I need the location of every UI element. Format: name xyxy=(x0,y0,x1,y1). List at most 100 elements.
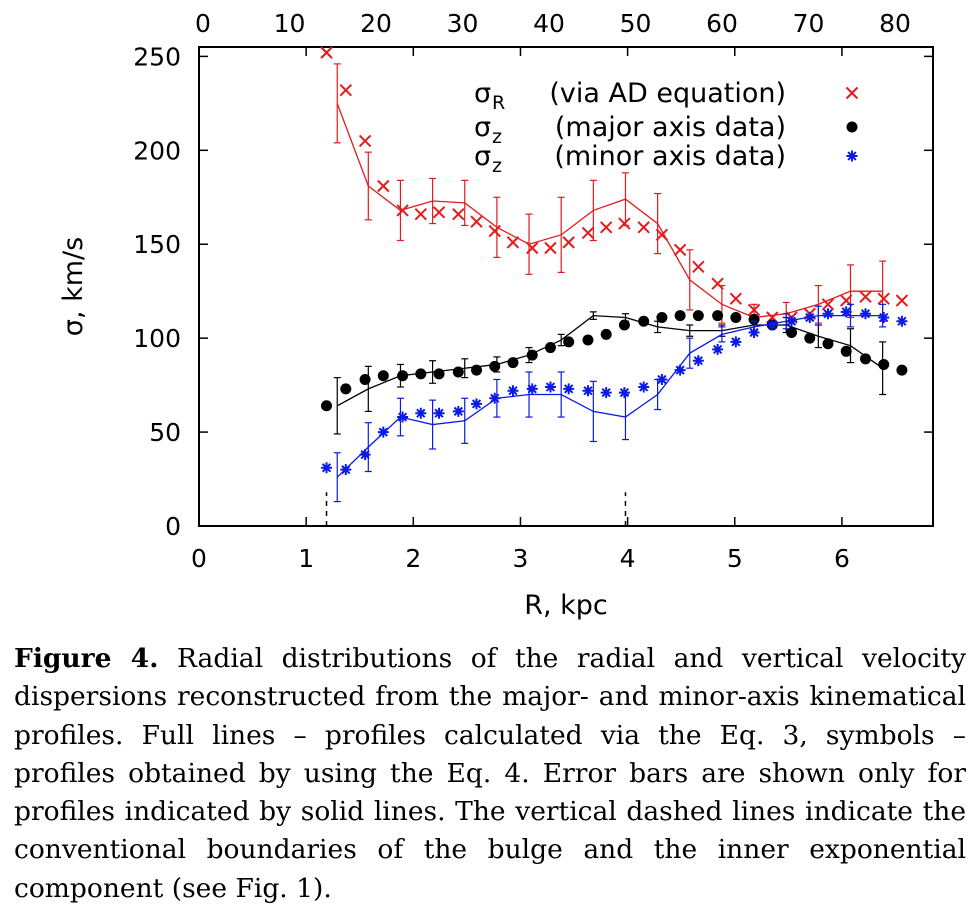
data-point xyxy=(748,313,760,325)
data-point xyxy=(766,319,778,331)
x-tick-label: 4 xyxy=(620,544,636,573)
data-point xyxy=(821,298,835,311)
data-point xyxy=(748,327,760,339)
data-point xyxy=(877,292,890,305)
data-point xyxy=(582,385,594,397)
data-point xyxy=(320,46,333,59)
top-tick-label: 10 xyxy=(274,9,306,38)
legend-marker xyxy=(846,121,858,133)
legend-label: (major axis data) xyxy=(555,112,786,143)
data-point xyxy=(489,392,501,404)
data-point xyxy=(599,221,613,234)
data-point xyxy=(396,204,409,217)
figure-caption: Figure 4. Radial distributions of the ra… xyxy=(14,640,966,908)
data-point xyxy=(358,134,372,148)
data-point xyxy=(377,370,389,382)
x-tick-label: 3 xyxy=(513,544,529,573)
legend-marker xyxy=(846,150,858,162)
x-tick-label: 1 xyxy=(298,544,314,573)
top-tick-label: 40 xyxy=(533,9,565,38)
x-tick-label: 0 xyxy=(191,544,207,573)
data-point xyxy=(674,364,686,376)
data-point xyxy=(452,366,464,378)
data-point xyxy=(433,368,445,380)
data-point xyxy=(526,383,538,395)
top-tick-label: 0 xyxy=(195,9,211,38)
data-point xyxy=(786,315,798,327)
data-point xyxy=(822,338,834,350)
data-point xyxy=(878,311,890,323)
legend-label: (via AD equation) xyxy=(549,78,786,109)
data-point xyxy=(674,310,686,322)
caption-label: Figure 4. xyxy=(14,643,159,674)
data-point xyxy=(563,336,575,348)
data-point xyxy=(432,206,446,219)
data-point xyxy=(340,383,352,395)
plot-frame xyxy=(198,46,934,527)
data-point xyxy=(655,228,669,242)
data-point xyxy=(896,364,908,376)
series-line xyxy=(336,103,883,319)
data-point xyxy=(563,383,575,395)
data-point xyxy=(840,306,852,318)
data-point xyxy=(859,290,872,304)
legend-marker xyxy=(845,86,859,100)
data-point xyxy=(840,345,852,357)
data-point xyxy=(656,311,668,323)
data-point xyxy=(507,385,519,397)
x-tick-label: 5 xyxy=(727,544,743,573)
data-point xyxy=(822,308,834,320)
data-point xyxy=(600,387,612,399)
data-point xyxy=(786,327,798,339)
data-point xyxy=(895,294,909,307)
data-point xyxy=(544,342,556,354)
data-point xyxy=(804,332,816,344)
data-point xyxy=(878,358,890,370)
data-point xyxy=(692,310,704,322)
data-point xyxy=(618,387,630,399)
data-point xyxy=(471,398,483,410)
data-point xyxy=(489,360,501,372)
legend-symbol: σ xyxy=(474,112,491,143)
data-point xyxy=(582,334,594,346)
y-tick-label: 50 xyxy=(149,418,181,447)
x-tick-label: 2 xyxy=(405,544,421,573)
y-tick-label: 100 xyxy=(133,324,181,353)
data-point xyxy=(859,353,871,365)
x-tick-label: 6 xyxy=(834,544,850,573)
data-point xyxy=(526,241,539,255)
data-point xyxy=(656,373,668,385)
data-point xyxy=(470,215,483,228)
y-tick-label: 150 xyxy=(133,230,181,259)
data-point xyxy=(377,426,389,438)
caption-text: Radial distributions of the radial and v… xyxy=(14,643,967,904)
top-tick-label: 80 xyxy=(879,9,911,38)
data-point xyxy=(618,319,630,331)
data-point xyxy=(397,411,409,423)
data-point xyxy=(692,260,705,273)
series-line xyxy=(336,314,884,407)
data-point xyxy=(711,277,724,290)
legend-symbol: σ xyxy=(474,78,491,109)
data-point xyxy=(544,381,556,393)
data-point xyxy=(730,336,742,348)
legend-subscript: z xyxy=(492,155,502,177)
x-axis-title: R, kpc xyxy=(524,590,608,621)
data-point xyxy=(729,292,743,305)
data-point xyxy=(415,368,427,380)
data-point xyxy=(414,207,428,221)
legend-subscript: z xyxy=(492,126,502,148)
data-point xyxy=(544,241,557,255)
data-point xyxy=(377,179,390,193)
top-tick-label: 70 xyxy=(793,9,825,38)
legend-symbol: σ xyxy=(474,141,491,172)
data-point xyxy=(452,405,464,417)
top-tick-label: 50 xyxy=(620,9,652,38)
data-point xyxy=(638,381,650,393)
top-tick-label: 60 xyxy=(706,9,738,38)
data-point xyxy=(618,217,631,230)
data-point xyxy=(859,308,871,320)
data-point xyxy=(637,221,650,234)
data-point xyxy=(471,364,483,376)
